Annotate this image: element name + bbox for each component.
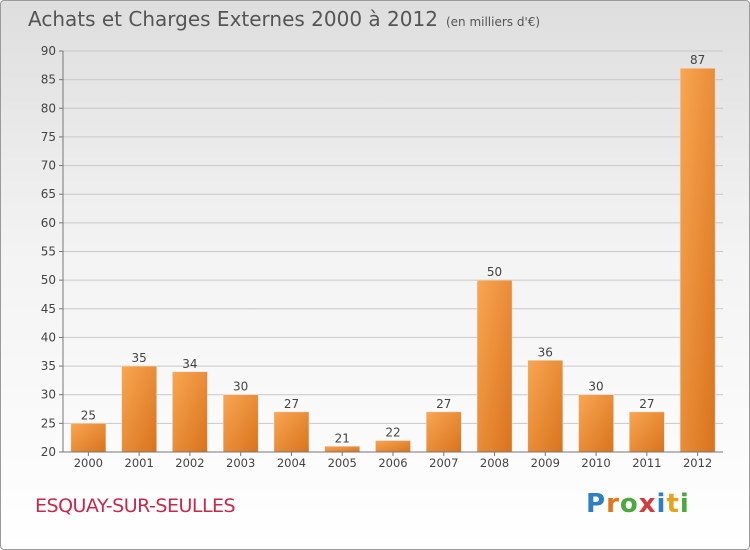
logo-letter: i	[679, 489, 690, 519]
x-tick-label: 2006	[378, 456, 407, 470]
bar-2000	[70, 423, 107, 453]
bar-2007	[426, 411, 462, 453]
bar-value-label: 50	[487, 265, 502, 279]
y-tick-label: 65	[41, 187, 56, 201]
y-tick-label: 20	[41, 445, 56, 459]
y-tick-label: 50	[41, 273, 56, 287]
bar-2011	[629, 411, 665, 453]
bar-value-label: 34	[182, 357, 197, 371]
y-tick-label: 45	[41, 302, 56, 316]
bar-value-label: 27	[639, 397, 654, 411]
bar-value-label: 27	[284, 397, 299, 411]
logo-letter: o	[619, 489, 639, 519]
logo-letter: t	[666, 489, 680, 519]
bar-value-label: 35	[132, 351, 147, 365]
x-tick-label: 2010	[581, 456, 610, 470]
logo-letter: x	[638, 489, 657, 519]
bar-2005	[324, 446, 360, 453]
bar-2002	[172, 371, 208, 453]
y-tick-label: 80	[41, 101, 56, 115]
bar-value-label: 27	[436, 397, 451, 411]
x-tick-label: 2004	[277, 456, 306, 470]
chart-unit: (en milliers d'€)	[445, 15, 541, 29]
bar-2008	[476, 279, 513, 453]
bar-value-label: 25	[81, 408, 96, 422]
bar-2001	[121, 365, 157, 453]
bar-value-label: 87	[690, 53, 705, 67]
logo-letter: r	[606, 489, 620, 519]
bars	[70, 67, 716, 453]
bar-2010	[578, 394, 614, 453]
y-tick-label: 90	[41, 44, 56, 58]
logo-letter: P	[586, 489, 607, 519]
x-tick-label: 2002	[175, 456, 204, 470]
x-tick-label: 2003	[226, 456, 255, 470]
city-name: ESQUAY-SUR-SEULLES	[35, 495, 236, 517]
y-tick-label: 35	[41, 359, 56, 373]
x-tick-label: 2012	[683, 456, 712, 470]
bar-chart: 25 35 34 30 27 21 22 27 50 36 30 27 87 20 25 30 35 40 45 5…	[41, 44, 723, 470]
bar-value-label: 22	[385, 426, 400, 440]
y-tick-label: 55	[41, 245, 56, 259]
y-tick-label: 70	[41, 159, 56, 173]
x-tick-label: 2005	[328, 456, 357, 470]
y-tick-label: 40	[41, 330, 56, 344]
x-tick-label: 2007	[429, 456, 458, 470]
logo-letter: i	[656, 489, 667, 519]
x-tick-label: 2001	[125, 456, 154, 470]
bar-value-label: 30	[588, 380, 603, 394]
x-axis-ticks: 2000 2001 2002 2003 2004 2005 2006 2007 2008 2009…	[74, 452, 712, 470]
bar-value-label: 21	[335, 431, 350, 445]
bar-2006	[375, 440, 411, 453]
proxiti-logo: Proxiti	[586, 489, 690, 519]
bar-2012	[679, 67, 716, 453]
x-tick-label: 2008	[480, 456, 509, 470]
bar-2003	[222, 394, 259, 453]
bar-2004	[273, 411, 310, 453]
y-tick-label: 30	[41, 388, 56, 402]
grid-lines	[63, 50, 723, 453]
y-tick-label: 25	[41, 416, 56, 430]
y-tick-label: 85	[41, 73, 56, 87]
y-tick-label: 75	[41, 130, 56, 144]
x-tick-label: 2000	[74, 456, 103, 470]
y-tick-label: 60	[41, 216, 56, 230]
chart-title-text: Achats et Charges Externes 2000 à 2012	[28, 7, 438, 31]
chart-title: Achats et Charges Externes 2000 à 2012 (e…	[28, 7, 540, 31]
data-labels: 25 35 34 30 27 21 22 27 50 36 30 27 87	[81, 53, 706, 445]
x-tick-label: 2009	[531, 456, 560, 470]
bar-2009	[527, 360, 564, 453]
bar-value-label: 36	[538, 345, 553, 359]
bar-value-label: 30	[233, 380, 248, 394]
x-tick-label: 2011	[632, 456, 661, 470]
